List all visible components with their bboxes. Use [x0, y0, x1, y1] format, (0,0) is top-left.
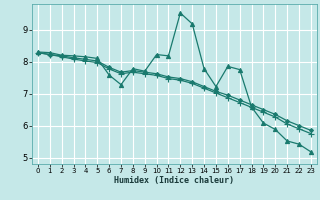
- X-axis label: Humidex (Indice chaleur): Humidex (Indice chaleur): [115, 176, 234, 185]
